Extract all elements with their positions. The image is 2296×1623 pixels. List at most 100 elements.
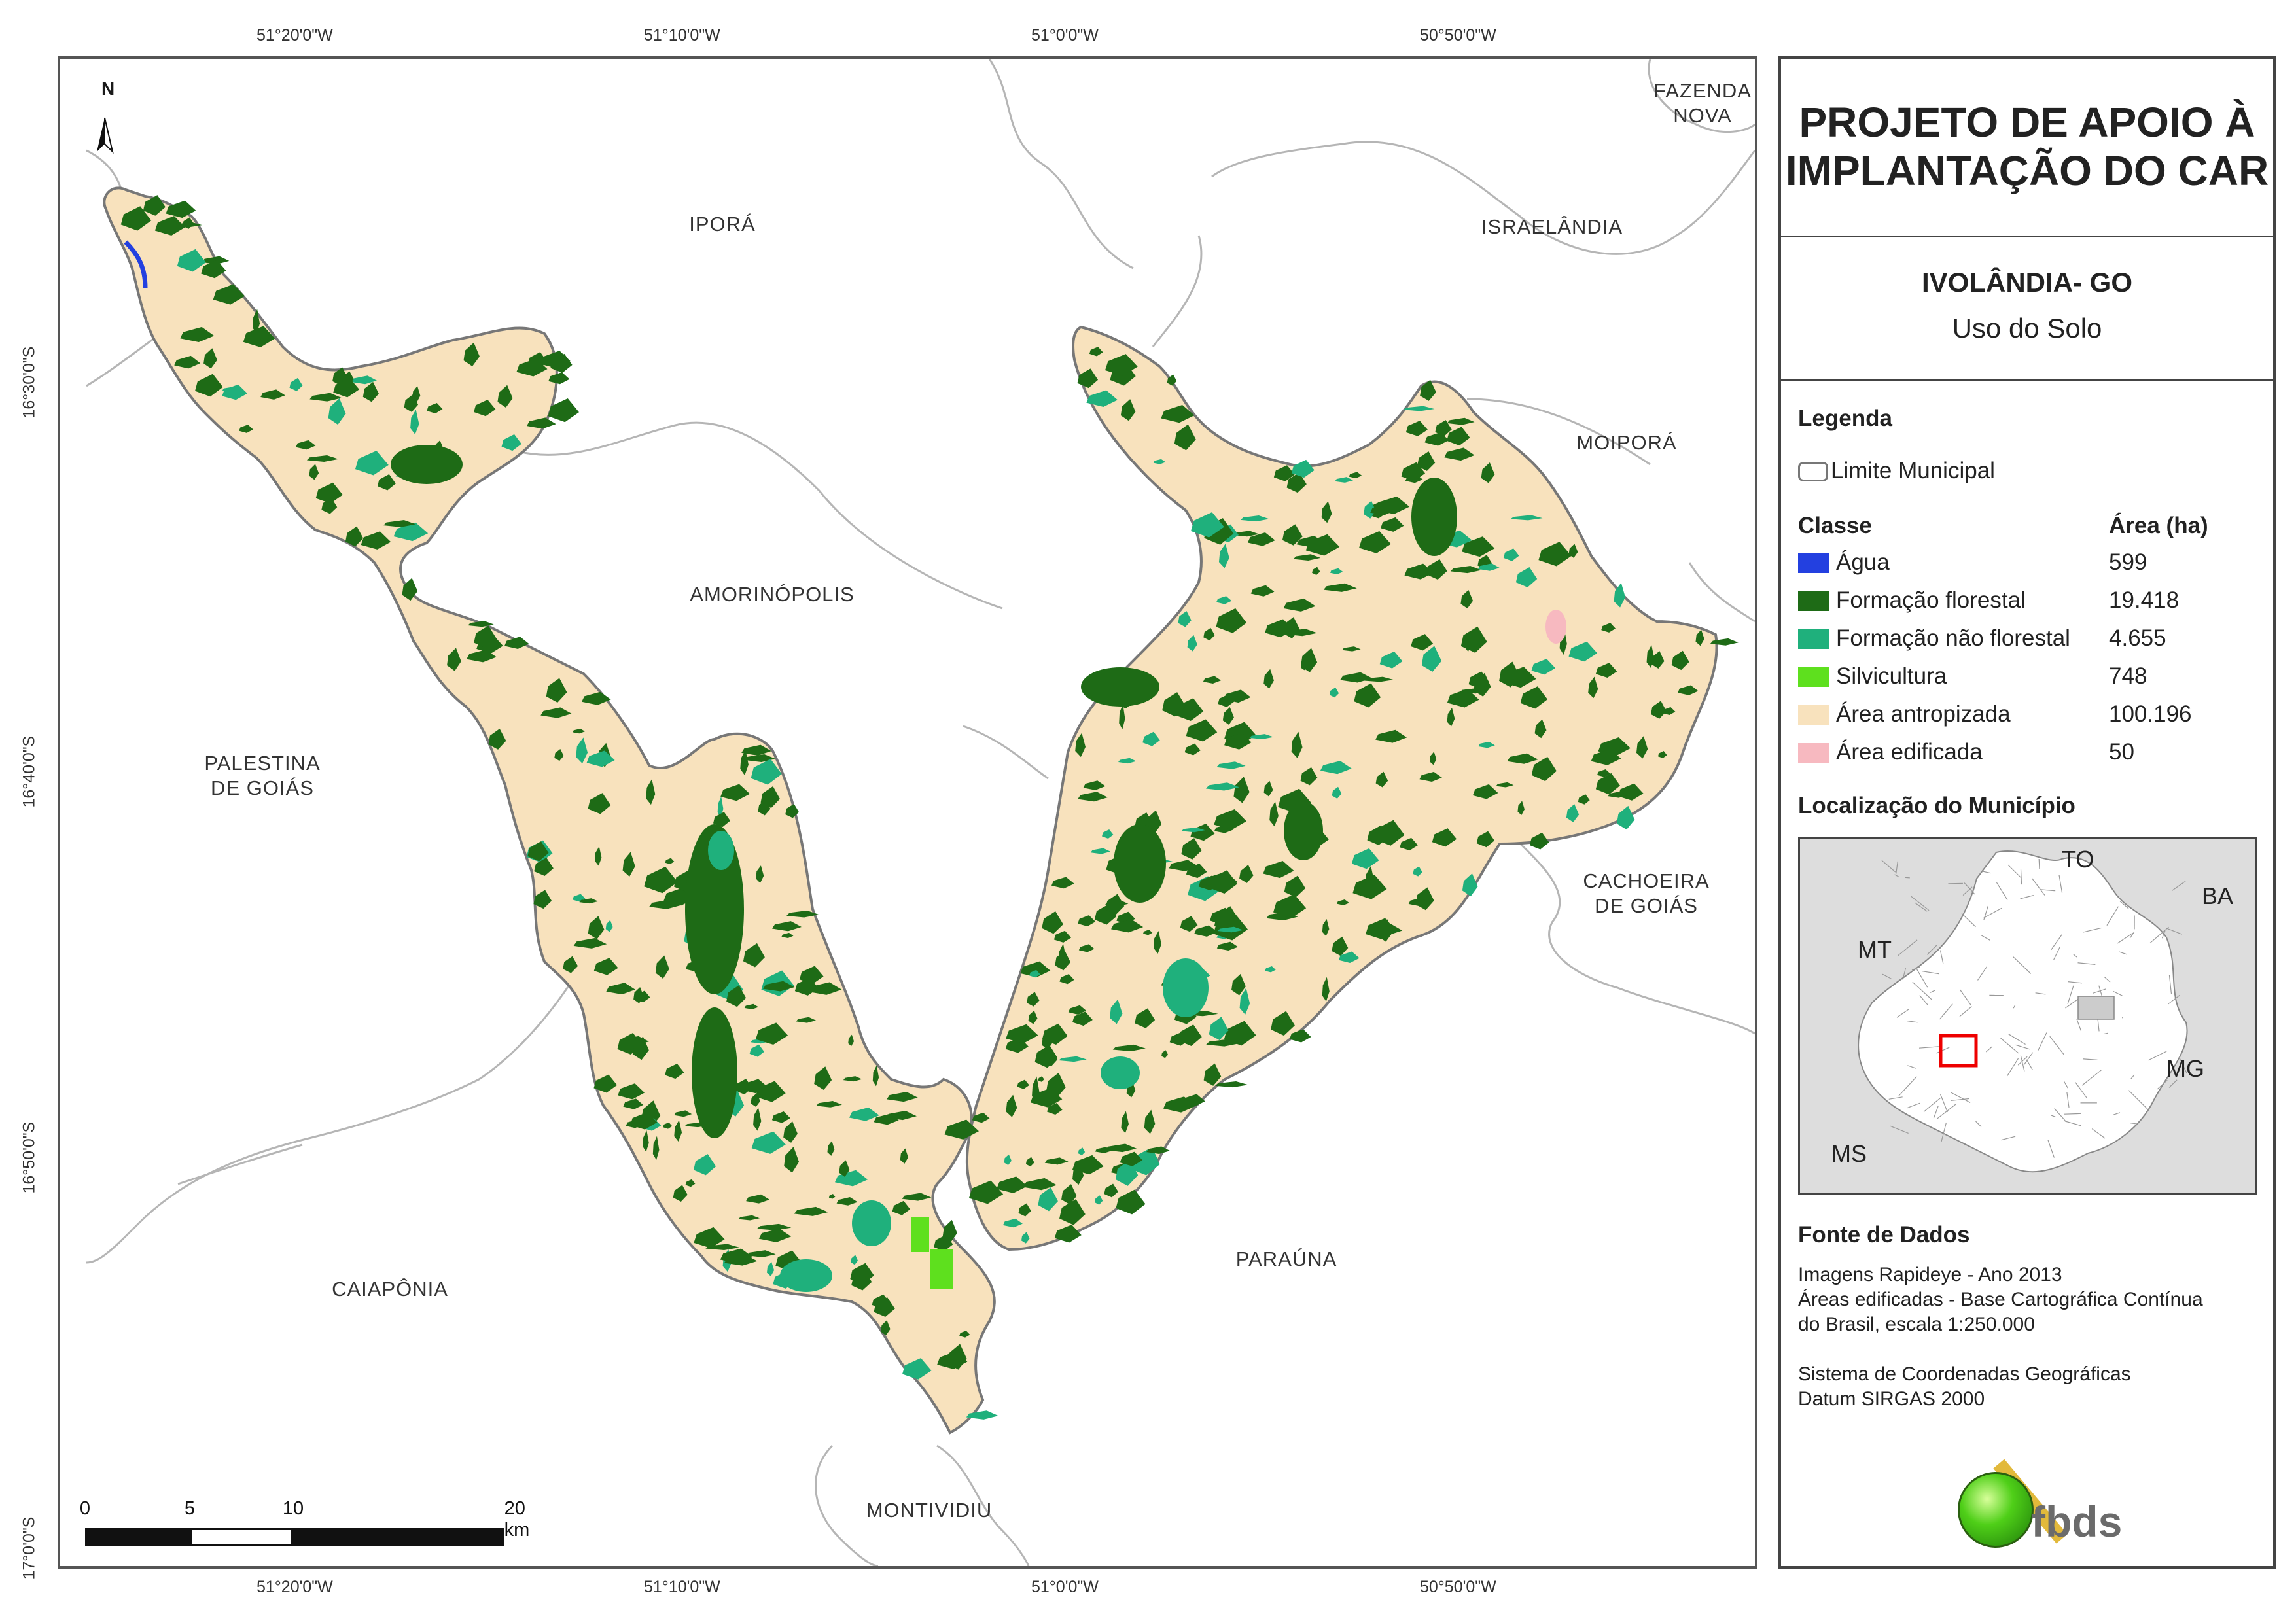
land-use-patch: [655, 955, 669, 979]
land-use-patch: [1078, 792, 1108, 802]
land-use-patch: [1216, 941, 1239, 951]
land-use-patch: [947, 1344, 967, 1370]
land-use-patch: [694, 1154, 716, 1176]
land-use-patch: [1338, 951, 1360, 963]
land-use-patch: [771, 921, 802, 932]
land-use-patch: [393, 522, 429, 542]
land-use-patch: [1503, 548, 1519, 561]
land-use-patch: [1286, 472, 1307, 493]
land-use-patch: [944, 1119, 980, 1140]
land-use-patch: [1104, 354, 1138, 376]
land-use-patch: [1167, 374, 1177, 386]
land-use-patch: [474, 625, 497, 649]
map-frame[interactable]: N FAZENDA NOVA IPORÁ ISRAELÂNDIA MOIPORÁ…: [58, 56, 1757, 1569]
land-use-patch: [1231, 973, 1246, 996]
divider: [1781, 236, 2273, 237]
land-use-patch: [586, 750, 615, 767]
land-use-patch: [1330, 568, 1343, 574]
land-use-patch: [593, 1074, 618, 1093]
land-use-patch: [1531, 756, 1557, 782]
land-use-patch: [1162, 692, 1186, 717]
non-forest-block: [708, 831, 734, 870]
land-use-patch: [1420, 379, 1436, 401]
legend-class-row: Água 599: [1798, 550, 2256, 580]
class-label: Silvicultura: [1836, 663, 1947, 689]
land-use-patch: [1249, 734, 1274, 739]
land-use-patch: [1239, 865, 1254, 883]
land-use-patch: [1478, 741, 1495, 748]
land-use-patch: [154, 216, 185, 236]
land-use-patch: [849, 1107, 879, 1121]
land-use-patch: [1646, 644, 1655, 669]
land-use-patch: [1182, 1094, 1205, 1107]
land-use-patch: [1112, 1044, 1146, 1052]
land-use-patch: [1608, 791, 1628, 798]
land-use-patch: [1104, 1183, 1118, 1198]
land-use-patch: [747, 1250, 776, 1257]
land-use-patch: [881, 1320, 891, 1336]
land-use-patch: [1017, 1079, 1029, 1089]
land-use-patch: [1077, 368, 1099, 389]
land-use-patch: [646, 779, 656, 805]
land-use-patch: [306, 455, 339, 462]
land-use-patch: [1375, 771, 1388, 788]
land-use-patch: [548, 372, 570, 385]
land-use-patch: [1472, 784, 1498, 799]
forest-block: [685, 824, 744, 994]
land-use-patch: [1072, 1155, 1104, 1175]
land-use-patch: [1174, 424, 1196, 451]
land-use-patch: [593, 958, 618, 975]
land-use-patch: [760, 786, 781, 809]
land-use-patch: [794, 1206, 828, 1216]
land-use-patch: [1359, 531, 1391, 553]
land-use-patch: [1354, 683, 1381, 708]
land-use-patch: [315, 482, 343, 504]
boundary-line: [936, 1444, 1030, 1566]
land-use-patch: [755, 1022, 788, 1045]
land-use-patch: [720, 1248, 753, 1264]
land-use-patch: [632, 1036, 649, 1060]
land-use-patch: [410, 410, 419, 435]
land-use-patch: [1222, 707, 1234, 725]
land-use-patch: [1075, 733, 1086, 758]
land-use-patch: [1531, 659, 1556, 675]
map-title: PROJETO DE APOIO À IMPLANTAÇÃO DO CAR: [1785, 99, 2269, 194]
land-use-patch: [1181, 838, 1202, 860]
land-use-patch: [1499, 661, 1521, 688]
land-use-patch: [1597, 769, 1611, 777]
muni-label-palestina-de-goias: PALESTINA DE GOIÁS: [204, 752, 321, 799]
land-use-patch: [501, 434, 522, 451]
land-use-patch: [1617, 783, 1644, 801]
land-use-patch: [1209, 870, 1238, 894]
class-label: Formação não florestal: [1836, 625, 2070, 651]
land-use-patch: [256, 338, 268, 346]
land-use-patch: [1247, 532, 1275, 546]
class-swatch: [1798, 553, 1829, 573]
land-use-patch: [1419, 771, 1442, 782]
land-use-patch: [516, 358, 548, 377]
land-use-patch: [1027, 992, 1040, 1007]
land-use-patch: [474, 399, 496, 417]
land-use-patch: [527, 417, 556, 429]
land-use-patch: [351, 375, 378, 385]
legend-class-row: Área antropizada 100.196: [1798, 701, 2256, 731]
land-use-patch: [548, 398, 579, 423]
land-use-patch: [362, 381, 379, 402]
scale-label-0: 0: [79, 1498, 91, 1519]
class-swatch: [1798, 591, 1829, 611]
land-use-patch: [1169, 1032, 1190, 1046]
land-use-patch: [1105, 894, 1125, 915]
land-use-patch: [1595, 773, 1620, 795]
land-use-patch: [1154, 930, 1161, 954]
land-use-patch: [900, 1148, 908, 1164]
land-use-patch: [1312, 567, 1320, 575]
land-use-patch: [1216, 608, 1247, 633]
land-use-patch: [644, 866, 678, 894]
land-use-patch: [1657, 751, 1667, 758]
land-use-patch: [751, 1131, 786, 1154]
land-use-patch: [540, 707, 572, 718]
land-use-patch: [239, 425, 253, 433]
scale-label-20: 20 km: [504, 1498, 530, 1541]
state-mg: MG: [2166, 1055, 2204, 1082]
land-use-patch: [173, 222, 202, 228]
